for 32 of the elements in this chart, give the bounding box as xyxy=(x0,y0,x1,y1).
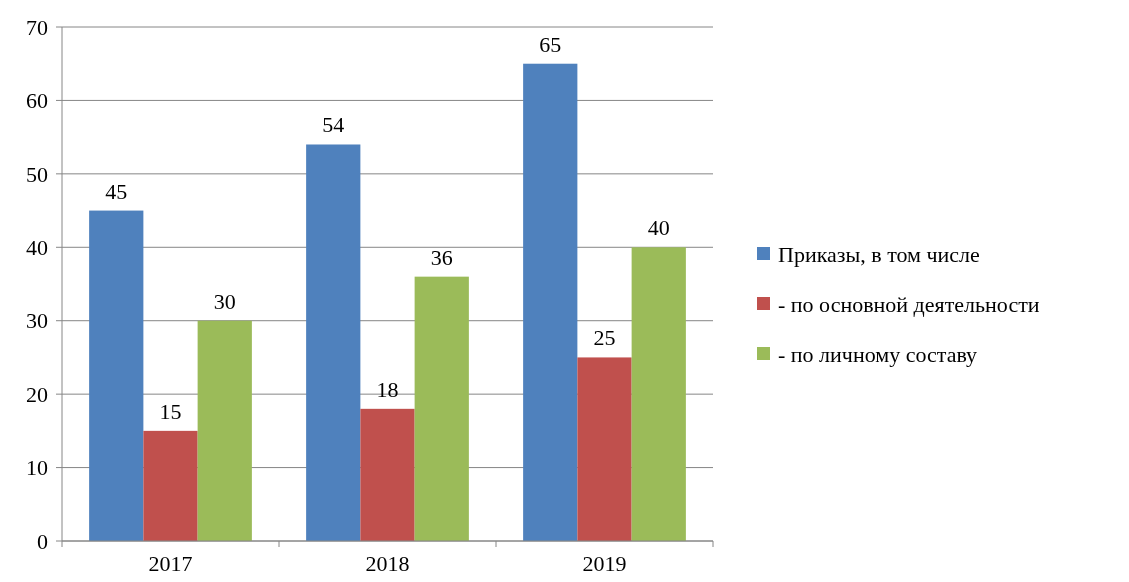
data-label: 30 xyxy=(213,288,236,314)
bar xyxy=(414,276,469,541)
data-label: 40 xyxy=(647,215,670,241)
y-tick-label: 10 xyxy=(26,455,48,481)
bar xyxy=(360,408,415,541)
x-tick-label: 2018 xyxy=(365,551,410,576)
y-tick-label: 60 xyxy=(26,88,48,114)
data-label: 65 xyxy=(539,31,562,57)
data-label: 36 xyxy=(430,244,453,270)
data-label: 18 xyxy=(376,376,399,402)
y-tick-label: 70 xyxy=(26,14,48,40)
y-tick-label: 30 xyxy=(26,308,48,334)
x-tick-label: 2019 xyxy=(582,551,627,576)
bar xyxy=(631,247,686,541)
legend-label: - по личному составу xyxy=(778,341,978,367)
data-label: 15 xyxy=(159,398,182,424)
x-tick-label: 2017 xyxy=(148,551,193,576)
y-tick-label: 50 xyxy=(26,161,48,187)
y-tick-label: 20 xyxy=(26,381,48,407)
data-label: 45 xyxy=(105,178,128,204)
bar xyxy=(577,357,632,541)
bar xyxy=(306,144,361,541)
bar xyxy=(89,210,144,541)
data-label: 25 xyxy=(593,325,616,351)
y-tick-label: 40 xyxy=(26,234,48,260)
legend-label: Приказы, в том числе xyxy=(778,241,980,267)
bar xyxy=(143,430,198,541)
bar xyxy=(197,320,252,541)
bar xyxy=(523,63,578,541)
legend-label: - по основной деятельности xyxy=(778,291,1040,317)
y-tick-label: 0 xyxy=(37,528,48,554)
data-label: 54 xyxy=(322,112,345,138)
